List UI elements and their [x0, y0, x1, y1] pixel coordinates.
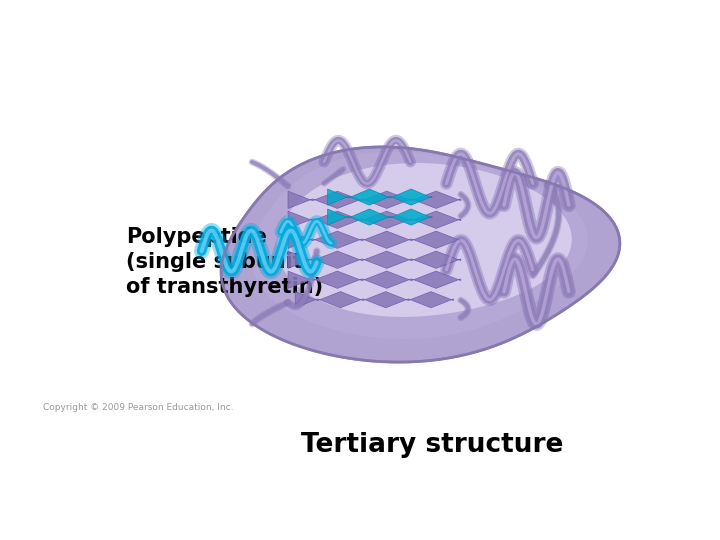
Polygon shape [295, 292, 454, 308]
Polygon shape [277, 163, 572, 317]
Polygon shape [288, 271, 461, 288]
Polygon shape [288, 251, 461, 268]
Polygon shape [328, 189, 432, 205]
Polygon shape [288, 191, 461, 208]
Text: Copyright © 2009 Pearson Education, Inc.: Copyright © 2009 Pearson Education, Inc. [43, 403, 234, 412]
Polygon shape [328, 209, 432, 225]
Polygon shape [221, 147, 620, 362]
Polygon shape [288, 211, 461, 228]
Polygon shape [251, 152, 588, 339]
Text: Tertiary structure: Tertiary structure [301, 433, 563, 458]
Polygon shape [288, 231, 461, 248]
Text: Polypeptide
(single subunit
of transthyretin): Polypeptide (single subunit of transthyr… [126, 227, 323, 296]
